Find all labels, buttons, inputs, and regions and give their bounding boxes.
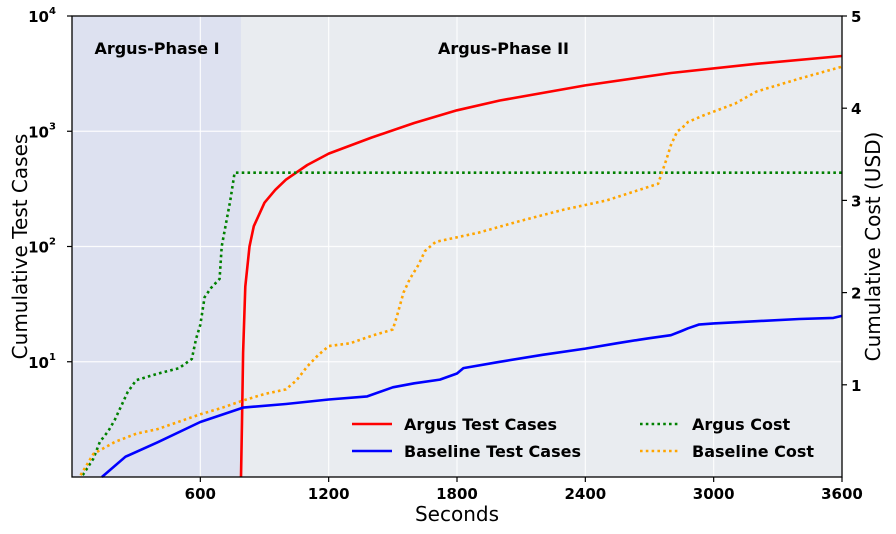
legend-label: Baseline Cost <box>692 442 814 461</box>
y-right-tick-label: 3 <box>851 192 861 210</box>
series-line <box>79 65 843 476</box>
y-right-tick-label: 2 <box>851 285 861 303</box>
series-line <box>239 54 843 478</box>
series-line <box>101 314 843 478</box>
y-left-tick-label: 103 <box>28 121 56 141</box>
series-line <box>81 171 842 476</box>
y-right-tick-label: 1 <box>851 377 861 395</box>
x-tick-label: 600 <box>185 485 216 503</box>
x-tick-label: 3600 <box>821 485 863 503</box>
x-tick-label: 1200 <box>308 485 350 503</box>
x-axis-label: Seconds <box>415 502 499 526</box>
legend: Argus Test Cases Baseline Test Cases Argus… <box>352 415 814 461</box>
x-tick-label: 3000 <box>693 485 735 503</box>
y-right-tick-label: 4 <box>851 100 861 118</box>
phase-label: Argus-Phase II <box>438 39 569 58</box>
y-right-tick-label: 5 <box>851 8 861 26</box>
x-tick-label: 1800 <box>436 485 478 503</box>
legend-label: Argus Test Cases <box>404 415 557 434</box>
right-y-axis-ticks: 1 2 3 4 5 <box>842 8 861 395</box>
x-tick-label: 2400 <box>564 485 606 503</box>
series-lines <box>79 54 843 478</box>
phase-labels: Argus-Phase I Argus-Phase II <box>94 39 569 58</box>
y-left-tick-label: 104 <box>28 6 56 26</box>
legend-label: Argus Cost <box>692 415 790 434</box>
y-left-tick-label: 101 <box>28 352 56 372</box>
y-left-tick-label: 102 <box>28 237 56 257</box>
x-axis-ticks: 600 1200 1800 2400 3000 3600 <box>185 477 863 503</box>
left-y-axis-label: Cumulative Test Cases <box>8 134 32 360</box>
legend-label: Baseline Test Cases <box>404 442 581 461</box>
phase-label: Argus-Phase I <box>94 39 219 58</box>
left-y-axis-ticks: 101 102 103 104 <box>28 6 72 372</box>
right-y-axis-label: Cumulative Cost (USD) <box>861 132 885 362</box>
